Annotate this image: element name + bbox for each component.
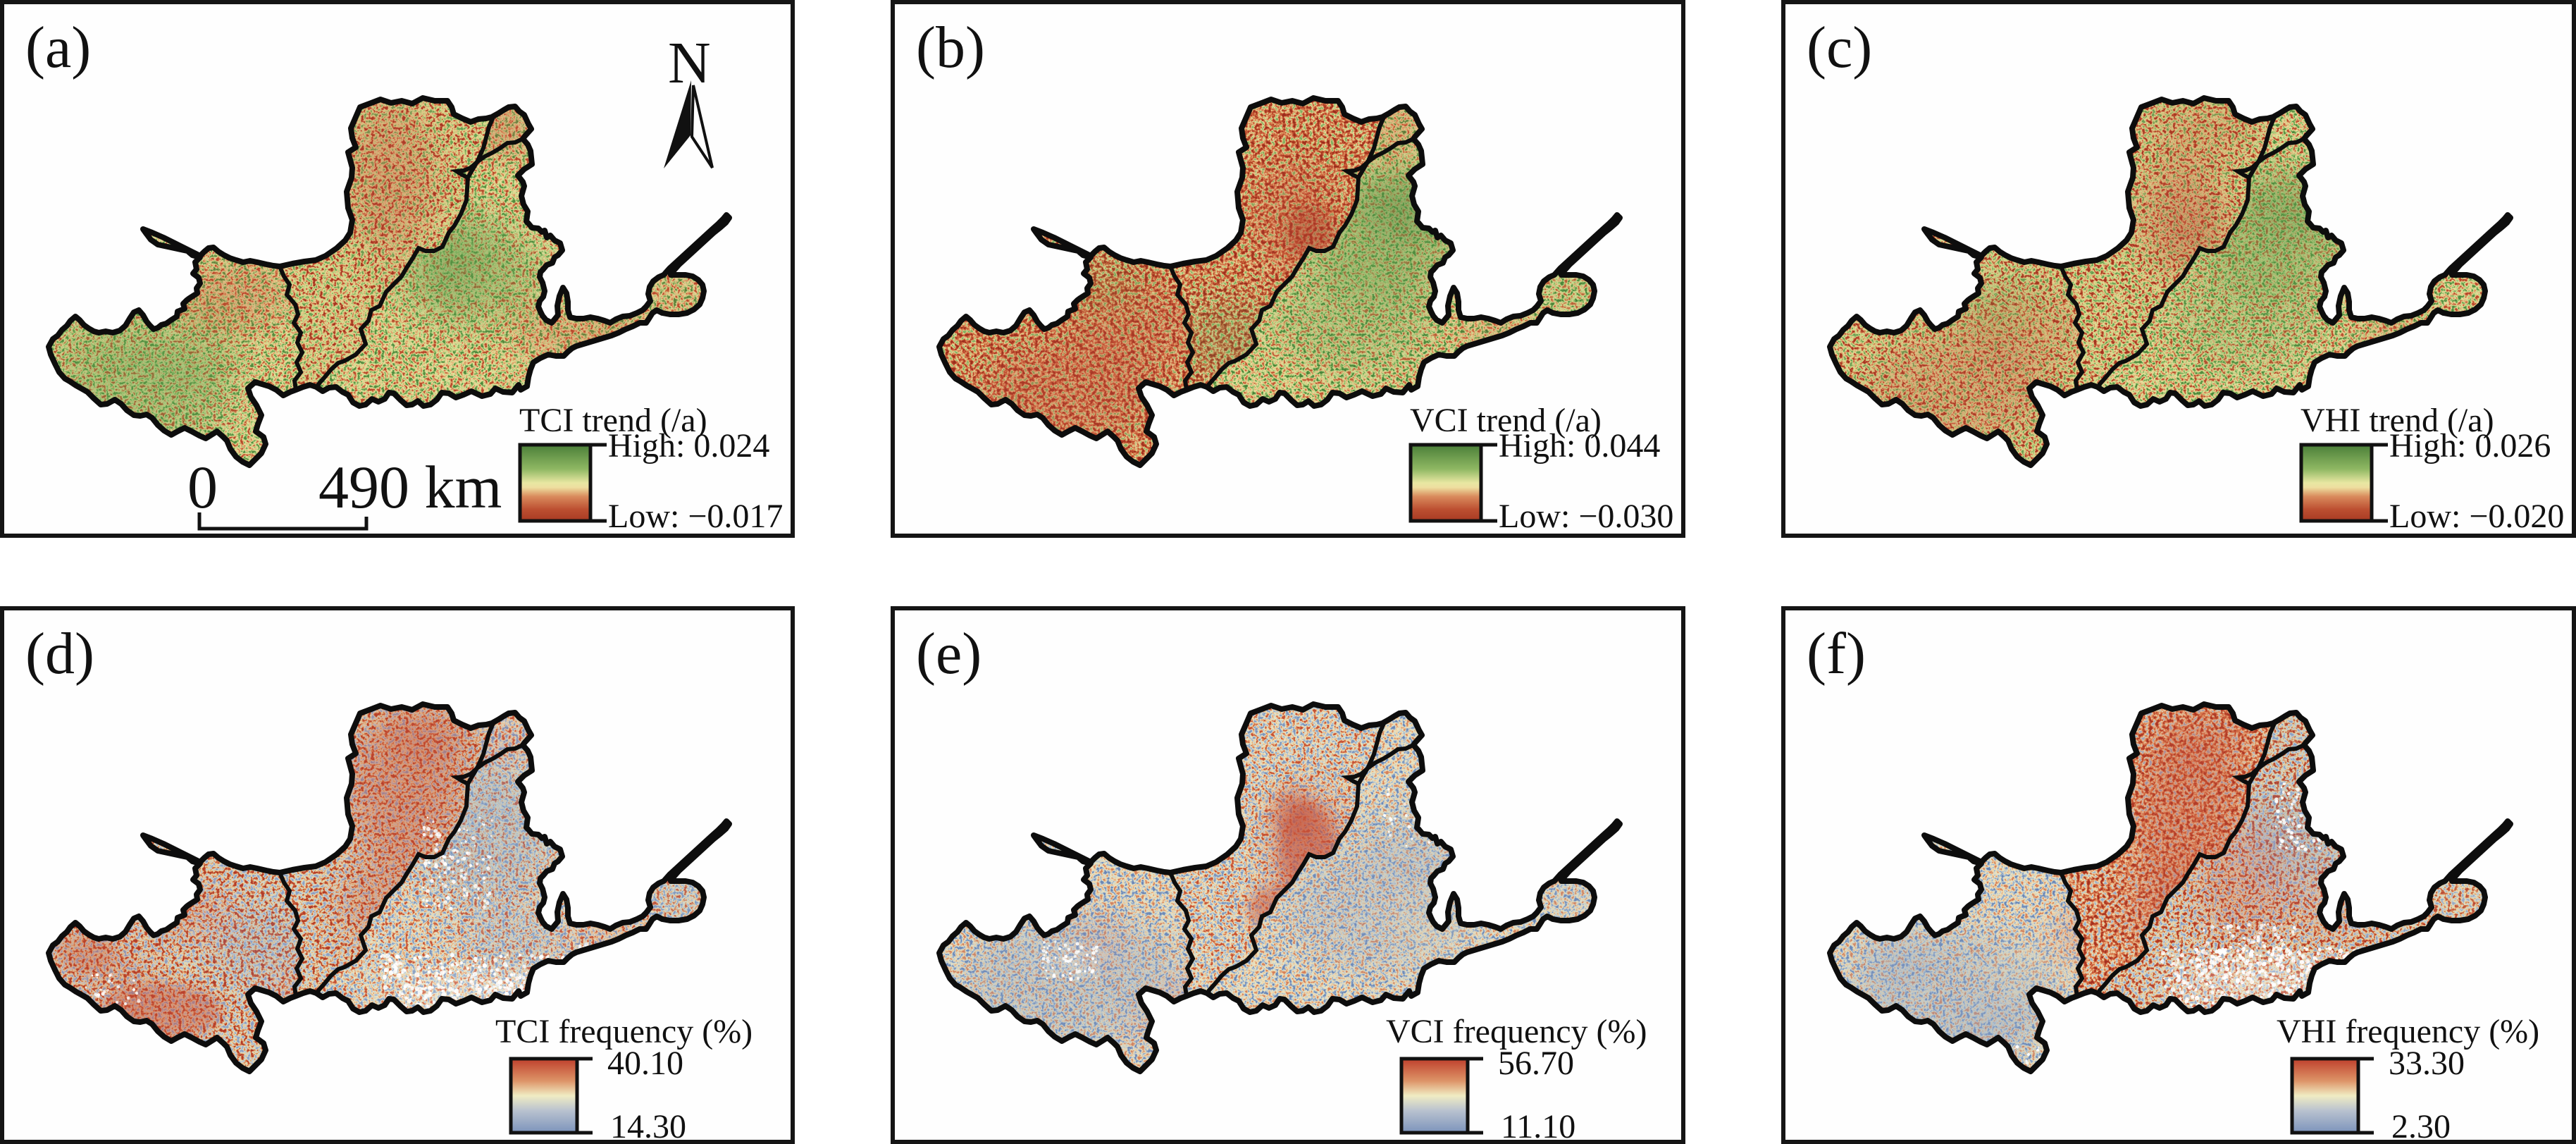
svg-text:N: N bbox=[668, 30, 711, 96]
svg-text:Low: −0.030: Low: −0.030 bbox=[1499, 498, 1673, 535]
svg-text:2.30: 2.30 bbox=[2391, 1108, 2451, 1144]
svg-text:VCI frequency (%): VCI frequency (%) bbox=[1386, 1013, 1647, 1050]
svg-text:TCI frequency (%): TCI frequency (%) bbox=[495, 1013, 753, 1050]
svg-text:TCI trend (/a): TCI trend (/a) bbox=[519, 402, 707, 439]
svg-text:490 km: 490 km bbox=[318, 453, 502, 521]
svg-text:High: 0.044: High: 0.044 bbox=[1499, 427, 1660, 465]
svg-text:40.10: 40.10 bbox=[607, 1045, 683, 1082]
svg-text:(e): (e) bbox=[916, 621, 982, 687]
svg-text:Low: −0.020: Low: −0.020 bbox=[2389, 498, 2564, 535]
svg-text:VCI trend (/a): VCI trend (/a) bbox=[1410, 402, 1602, 439]
svg-text:(b): (b) bbox=[916, 15, 985, 80]
svg-text:High: 0.026: High: 0.026 bbox=[2389, 427, 2551, 465]
svg-text:0: 0 bbox=[187, 453, 218, 521]
svg-text:33.30: 33.30 bbox=[2389, 1045, 2465, 1082]
svg-text:(d): (d) bbox=[25, 621, 94, 687]
svg-text:High: 0.024: High: 0.024 bbox=[608, 427, 769, 465]
svg-text:(c): (c) bbox=[1807, 15, 1872, 80]
svg-text:11.10: 11.10 bbox=[1501, 1108, 1575, 1144]
svg-text:Low: −0.017: Low: −0.017 bbox=[608, 498, 783, 535]
svg-text:14.30: 14.30 bbox=[610, 1108, 686, 1144]
svg-text:56.70: 56.70 bbox=[1498, 1045, 1574, 1082]
svg-text:VHI trend (/a): VHI trend (/a) bbox=[2301, 402, 2494, 439]
svg-text:VHI frequency (%): VHI frequency (%) bbox=[2277, 1013, 2539, 1050]
svg-text:(f): (f) bbox=[1807, 621, 1866, 687]
svg-text:(a): (a) bbox=[25, 15, 91, 80]
